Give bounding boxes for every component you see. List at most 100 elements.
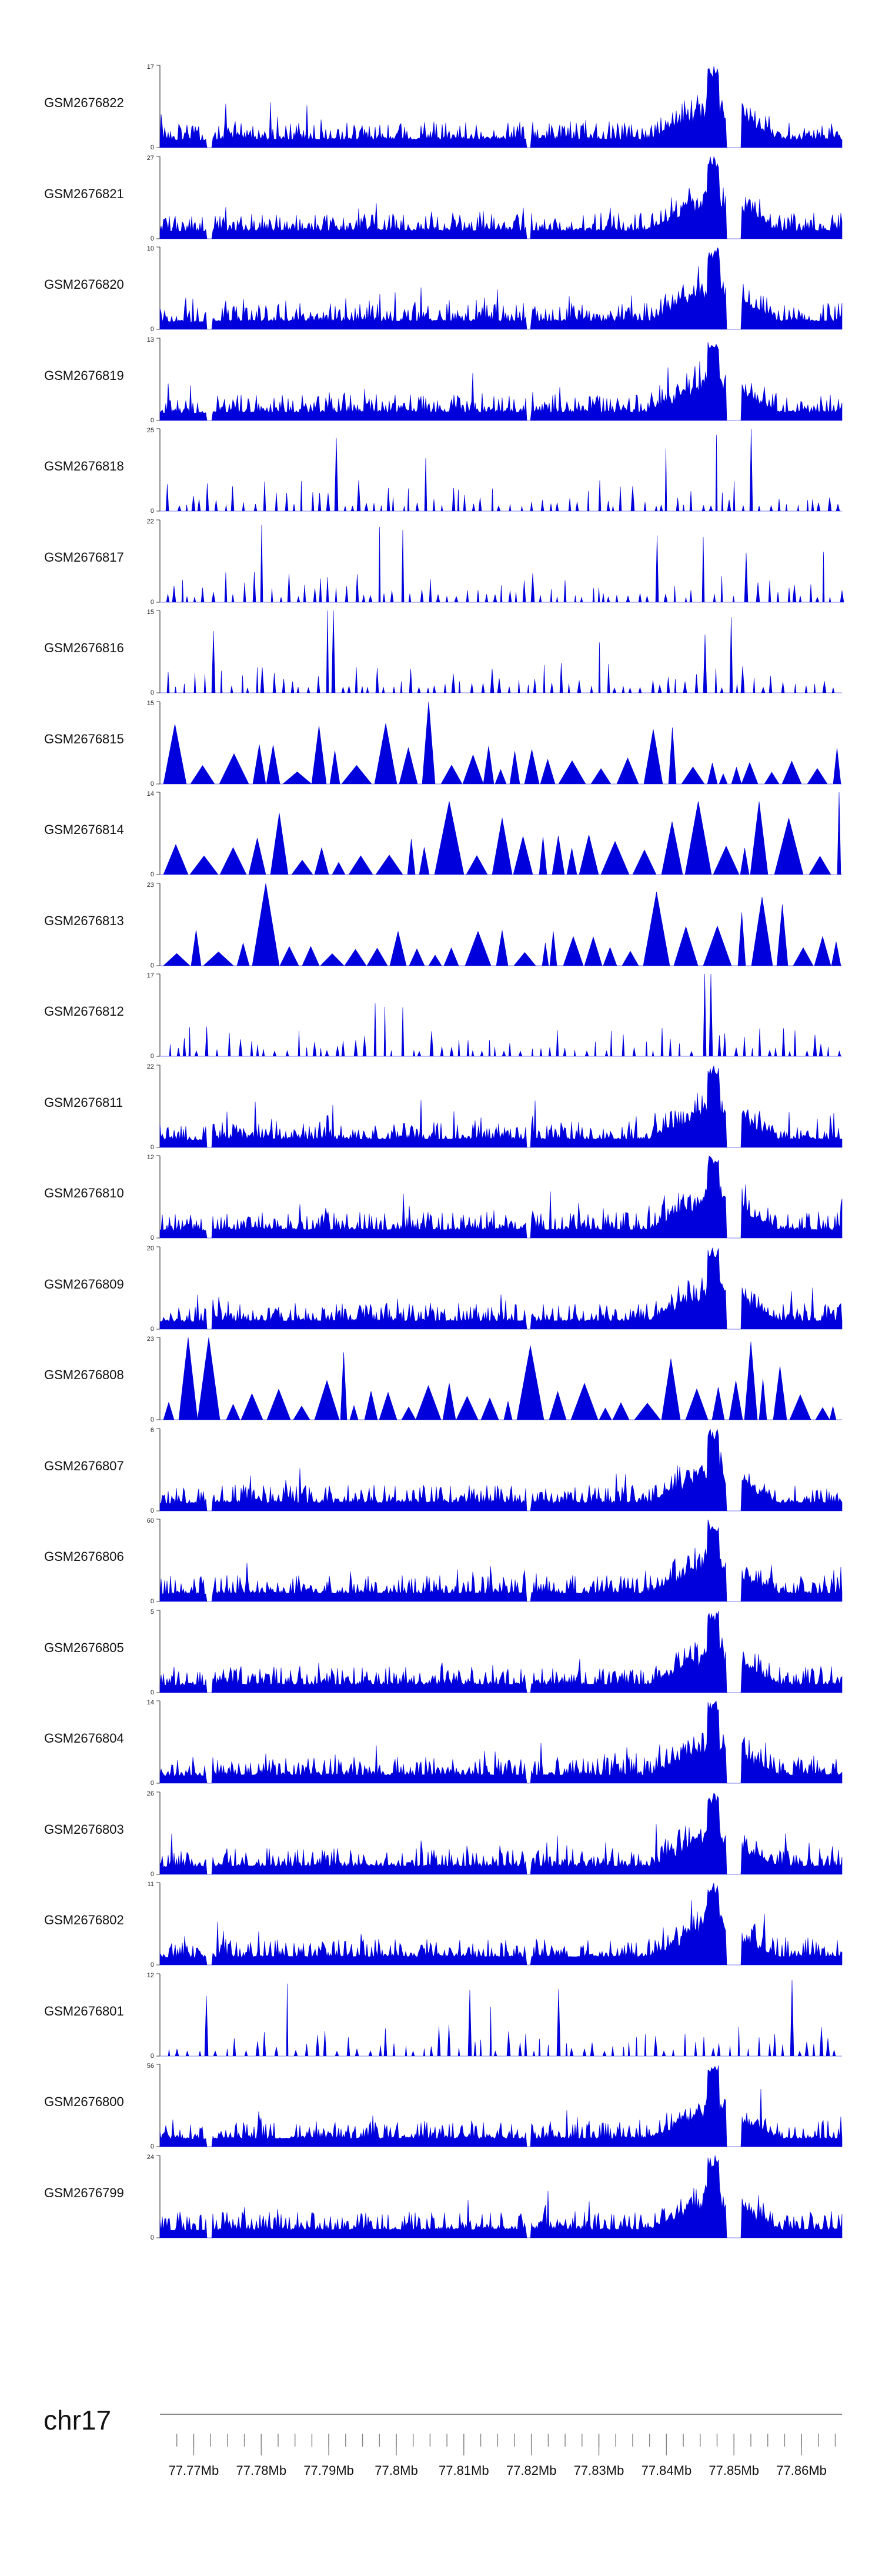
track-plot: 60 0 (147, 1517, 843, 1605)
y-max-label: 12 (147, 1972, 154, 1979)
track-GSM2676818: GSM2676818 25 0 (0, 427, 882, 518)
y-max-label: 12 (147, 1154, 154, 1161)
track-GSM2676819: GSM2676819 13 0 (0, 336, 882, 428)
track-plot: 27 0 (147, 155, 843, 242)
track-label: GSM2676802 (44, 1913, 124, 1927)
y-min-label: 0 (151, 2053, 154, 2060)
track-label: GSM2676817 (44, 550, 124, 565)
track-GSM2676812: GSM2676812 17 0 (0, 972, 882, 1063)
y-max-label: 17 (147, 972, 154, 979)
tick-label: 77.82Mb (506, 2463, 557, 2478)
track-plot: 56 0 (147, 2063, 843, 2150)
track-GSM2676801: GSM2676801 12 0 (0, 1972, 882, 2063)
track-plot: 25 0 (147, 427, 842, 515)
track-GSM2676822: GSM2676822 17 0 (0, 64, 882, 155)
y-max-label: 24 (147, 2154, 154, 2161)
y-max-label: 11 (148, 1881, 154, 1888)
track-label: GSM2676820 (44, 277, 124, 292)
track-plot: 22 0 (147, 1063, 843, 1151)
track-GSM2676810: GSM2676810 12 0 (0, 1154, 882, 1245)
track-plot: 24 0 (147, 2154, 843, 2241)
track-plot: 10 0 (147, 245, 843, 333)
y-min-label: 0 (151, 1689, 154, 1696)
genome-axis: chr17 77.77Mb 77.78Mb 77.79Mb 77.8Mb 77.81Mb… (0, 2353, 882, 2541)
y-max-label: 14 (147, 1699, 154, 1706)
track-plot: 14 0 (147, 1699, 843, 1787)
y-min-label: 0 (151, 1416, 154, 1423)
y-min-label: 0 (151, 1326, 154, 1333)
y-max-label: 23 (147, 1336, 154, 1343)
tick-label: 77.77Mb (169, 2463, 219, 2478)
y-max-label: 27 (147, 155, 154, 162)
track-plot: 14 0 (147, 790, 842, 878)
signal-area (159, 247, 843, 330)
track-label: GSM2676812 (44, 1004, 124, 1019)
track-plot: 17 0 (147, 64, 843, 151)
tick-label: 77.85Mb (709, 2463, 759, 2478)
signal-area (160, 973, 842, 1057)
track-label: GSM2676819 (44, 368, 124, 383)
y-max-label: 23 (147, 882, 154, 889)
y-min-label: 0 (151, 1507, 154, 1514)
track-label: GSM2676815 (44, 732, 124, 746)
track-label: GSM2676805 (44, 1640, 124, 1655)
signal-area (159, 2065, 843, 2147)
y-max-label: 20 (147, 1245, 154, 1252)
y-min-label: 0 (151, 1053, 154, 1060)
y-max-label: 15 (147, 700, 154, 707)
track-GSM2676808: GSM2676808 23 0 (0, 1336, 882, 1427)
y-max-label: 6 (151, 1427, 154, 1434)
y-min-label: 0 (151, 1961, 154, 1968)
y-max-label: 26 (147, 1790, 154, 1797)
signal-area (159, 1519, 843, 1602)
track-GSM2676817: GSM2676817 22 0 (0, 518, 882, 609)
y-max-label: 25 (147, 427, 154, 434)
chromosome-label: chr17 (44, 2405, 112, 2435)
tick-label: 77.83Mb (574, 2463, 624, 2478)
track-plot: 26 0 (147, 1790, 843, 1878)
signal-area (160, 428, 842, 512)
track-GSM2676802: GSM2676802 11 0 (0, 1881, 882, 1972)
y-min-label: 0 (151, 417, 154, 424)
genome-ruler: 77.77Mb 77.78Mb 77.79Mb 77.8Mb 77.81Mb 77.82M… (160, 2414, 842, 2478)
signal-area (160, 701, 842, 785)
track-label: GSM2676804 (44, 1731, 124, 1746)
signal-area (160, 1337, 842, 1420)
track-label: GSM2676799 (44, 2185, 124, 2200)
signal-area (159, 1429, 843, 1511)
y-min-label: 0 (151, 962, 154, 969)
tick-label: 77.79Mb (303, 2463, 354, 2478)
y-min-label: 0 (151, 2143, 154, 2150)
track-plot: 22 0 (147, 518, 844, 606)
signal-area (159, 1156, 843, 1239)
track-plot: 15 0 (147, 609, 842, 696)
y-min-label: 0 (151, 780, 154, 788)
track-label: GSM2676801 (44, 2004, 124, 2018)
y-max-label: 5 (151, 1609, 154, 1616)
y-min-label: 0 (151, 2234, 154, 2241)
y-min-label: 0 (151, 144, 154, 151)
tick-label: 77.78Mb (236, 2463, 286, 2478)
track-label: GSM2676813 (44, 913, 124, 928)
y-min-label: 0 (151, 1598, 154, 1605)
signal-area (159, 1247, 843, 1330)
signal-area (160, 524, 844, 603)
signal-area (159, 342, 843, 421)
y-max-label: 22 (147, 1063, 154, 1070)
track-label: GSM2676809 (44, 1277, 124, 1292)
y-min-label: 0 (151, 235, 154, 242)
tick-label: 77.86Mb (776, 2463, 827, 2478)
y-max-label: 14 (147, 790, 154, 798)
track-GSM2676813: GSM2676813 23 0 (0, 882, 882, 973)
track-GSM2676814: GSM2676814 14 0 (0, 790, 882, 882)
y-min-label: 0 (151, 1871, 154, 1878)
track-label: GSM2676810 (44, 1186, 124, 1200)
y-max-label: 10 (147, 245, 154, 252)
track-GSM2676803: GSM2676803 26 0 (0, 1790, 882, 1881)
track-GSM2676806: GSM2676806 60 0 (0, 1517, 882, 1609)
track-plot: 11 0 (148, 1881, 843, 1968)
track-GSM2676811: GSM2676811 22 0 (0, 1063, 882, 1154)
track-label: GSM2676822 (44, 95, 124, 110)
y-min-label: 0 (151, 599, 154, 606)
signal-area (159, 1883, 843, 1966)
